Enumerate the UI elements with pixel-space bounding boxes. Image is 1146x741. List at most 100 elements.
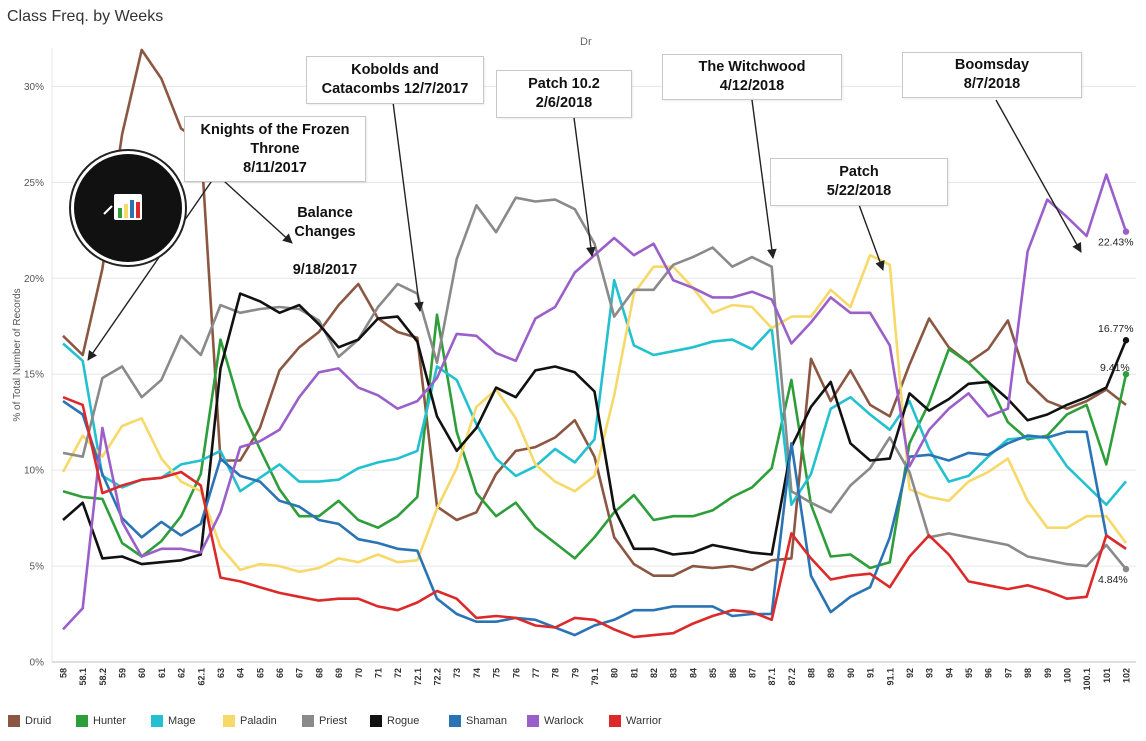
x-tick-label: 62: [177, 668, 187, 678]
x-tick-label: 80: [610, 668, 620, 678]
legend-swatch: [609, 715, 621, 727]
x-tick-label: 81: [629, 668, 639, 678]
x-tick-label: 94: [944, 668, 954, 678]
legend-item-paladin[interactable]: Paladin: [223, 715, 302, 727]
x-tick-label: 71: [373, 668, 383, 678]
legend-item-hunter[interactable]: Hunter: [76, 715, 151, 727]
series-line-druid: [62, 48, 1127, 578]
legend-label: Mage: [168, 715, 196, 727]
x-tick-label: 77: [531, 668, 541, 678]
legend-item-priest[interactable]: Priest: [302, 715, 370, 727]
x-tick-label: 87.1: [767, 668, 777, 686]
x-tick-label: 58.2: [98, 668, 108, 686]
series-line-shaman: [62, 400, 1127, 637]
x-tick-label: 99: [1043, 668, 1053, 678]
x-tick-label: 64: [236, 668, 246, 678]
annotation-line: 5/22/2018: [826, 183, 892, 199]
annotation-line: [280, 242, 370, 261]
annotation-line: 8/11/2017: [243, 159, 307, 176]
x-tick-label: 74: [472, 668, 482, 678]
x-tick-label: 91.1: [885, 668, 895, 686]
end-value-label: 9.41%: [1100, 362, 1130, 374]
x-tick-label: 95: [964, 668, 974, 678]
end-value-label: 16.77%: [1098, 323, 1134, 335]
annotation-line: Boomsday: [954, 57, 1030, 73]
legend-item-warrior[interactable]: Warrior: [609, 715, 669, 727]
annotation-line: Catacombs 12/7/2017: [321, 81, 469, 97]
annotation-line: Patch: [839, 164, 879, 180]
x-tick-label: 70: [354, 668, 364, 678]
p102-arrow: [572, 109, 596, 257]
end-value-label: 4.84%: [1098, 574, 1128, 586]
series-line-hunter: [62, 313, 1128, 570]
x-tick-label: 91: [866, 668, 876, 678]
x-tick-label: 79: [570, 668, 580, 678]
legend-label: Druid: [25, 715, 52, 727]
x-tick-label: 102: [1122, 668, 1132, 683]
end-point-hunter: [1122, 370, 1130, 378]
x-tick-label: 85: [708, 668, 718, 678]
annotation-patch0522: Patch 5/22/2018: [770, 158, 948, 206]
legend-swatch: [449, 715, 461, 727]
y-tick-label: 25%: [24, 178, 44, 189]
series-line-rogue: [62, 292, 1128, 566]
data-reaper-logo: [71, 151, 185, 265]
x-tick-label: 65: [255, 668, 265, 678]
x-tick-label: 84: [688, 668, 698, 678]
x-tick-label: 73: [452, 668, 462, 678]
annotation-line: Changes: [294, 224, 356, 240]
legend-swatch: [76, 715, 88, 727]
legend-swatch: [302, 715, 314, 727]
legend-swatch: [527, 715, 539, 727]
x-tick-label: 86: [728, 668, 738, 678]
end-point-priest: [1122, 565, 1130, 573]
series-line-mage: [62, 278, 1127, 507]
legend-item-druid[interactable]: Druid: [8, 715, 76, 727]
boomsday-arrow: [995, 99, 1082, 253]
x-tick-label: 100: [1062, 668, 1072, 683]
legend-item-warlock[interactable]: Warlock: [527, 715, 609, 727]
annotation-witchwood: The Witchwood 4/12/2018: [662, 54, 842, 100]
y-tick-label: 5%: [30, 562, 45, 573]
witchwood-arrow: [751, 99, 777, 259]
legend-swatch: [370, 715, 382, 727]
y-tick-label: 20%: [24, 274, 44, 285]
annotation-line: Knights of the Frozen: [200, 121, 350, 138]
legend-swatch: [151, 715, 163, 727]
x-tick-label: 61: [157, 668, 167, 678]
x-tick-label: 72.1: [413, 668, 423, 686]
annotation-line: The Witchwood: [698, 59, 806, 75]
annotation-line: 8/7/2018: [963, 76, 1021, 92]
legend-item-rogue[interactable]: Rogue: [370, 715, 449, 727]
x-tick-label: 68: [314, 668, 324, 678]
x-tick-label: 59: [118, 668, 128, 678]
x-tick-label: 58: [59, 668, 69, 678]
legend-label: Warrior: [626, 715, 662, 727]
column-header-label: Dr: [580, 36, 592, 48]
x-tick-label: 78: [551, 668, 561, 678]
patch0522-arrow: [857, 201, 885, 271]
annotation-line: 4/12/2018: [719, 78, 785, 94]
annotation-kobolds: Kobolds and Catacombs 12/7/2017: [306, 56, 484, 104]
x-tick-label: 69: [334, 668, 344, 678]
legend-item-shaman[interactable]: Shaman: [449, 715, 527, 727]
x-tick-label: 66: [275, 668, 285, 678]
annotation-kft: Knights of the Frozen Throne 8/11/2017: [184, 116, 366, 182]
x-tick-label: 87: [747, 668, 757, 678]
x-tick-label: 60: [137, 668, 147, 678]
annotation-p102: Patch 10.2 2/6/2018: [496, 70, 632, 118]
end-value-label: 22.43%: [1098, 237, 1134, 249]
x-tick-label: 79.1: [590, 668, 600, 686]
legend-swatch: [8, 715, 20, 727]
legend-label: Shaman: [466, 715, 507, 727]
x-tick-label: 58.1: [78, 668, 88, 686]
kft-arrow: [87, 171, 219, 361]
annotation-line: Throne: [250, 140, 300, 157]
legend-item-mage[interactable]: Mage: [151, 715, 223, 727]
x-tick-label: 98: [1023, 668, 1033, 678]
x-tick-label: 87.2: [787, 668, 797, 686]
kobolds-arrow: [392, 101, 424, 312]
x-tick-label: 72.2: [433, 668, 443, 686]
x-tick-label: 67: [295, 668, 305, 678]
y-tick-label: 0%: [30, 658, 45, 669]
